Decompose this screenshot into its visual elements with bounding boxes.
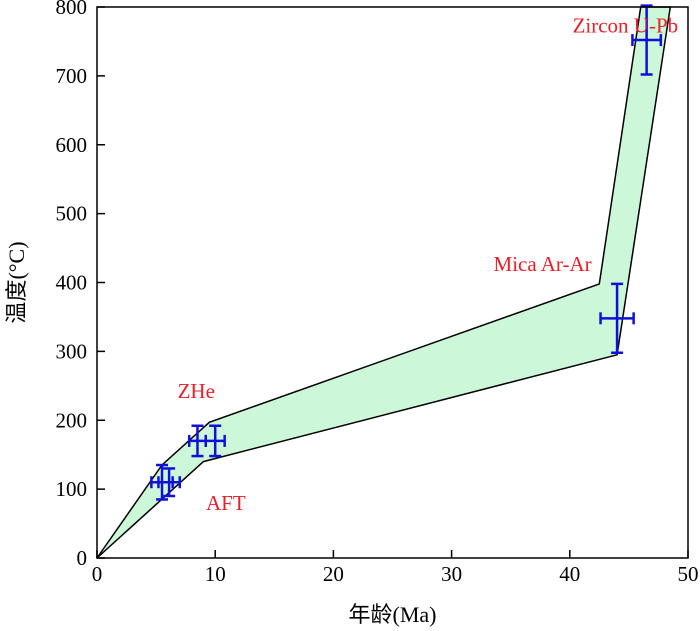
data-point-aft — [157, 467, 181, 498]
y-tick-label: 600 — [56, 133, 88, 157]
y-tick-label: 100 — [56, 477, 88, 501]
data-point-zircon-u-pb — [631, 4, 663, 76]
cooling-envelope-layer — [96, 6, 672, 559]
y-tick-label: 800 — [56, 0, 88, 19]
y-tick-label: 200 — [56, 408, 88, 432]
x-tick-label: 0 — [92, 562, 103, 586]
x-axis-title: 年龄(Ma) — [349, 602, 437, 627]
data-point-zhe — [204, 424, 226, 458]
x-tick-label: 30 — [441, 562, 462, 586]
annotation-mica-ar-ar: Mica Ar-Ar — [494, 252, 592, 276]
y-tick-label: 300 — [56, 339, 88, 363]
annotation-aft: AFT — [206, 491, 246, 515]
annotations-layer: Zircon U-Pb Mica Ar-Ar ZHe AFT — [178, 13, 679, 514]
y-tick-label: 400 — [56, 271, 88, 295]
x-tick-label: 20 — [323, 562, 344, 586]
annotation-zircon-u-pb: Zircon U-Pb — [573, 13, 679, 37]
data-points-layer — [150, 4, 663, 501]
y-axis-title: 温度(°C) — [4, 241, 29, 323]
y-tick-label: 0 — [77, 546, 88, 570]
annotation-zhe: ZHe — [178, 379, 215, 403]
data-point-zhe — [187, 424, 207, 458]
x-tick-label: 40 — [559, 562, 580, 586]
y-tick-label: 700 — [56, 64, 88, 88]
x-tick-label: 10 — [205, 562, 226, 586]
y-tick-label: 500 — [56, 202, 88, 226]
data-point-mica-ar-ar — [599, 282, 635, 355]
x-tick-label: 50 — [678, 562, 699, 586]
cooling-envelope — [96, 6, 672, 559]
